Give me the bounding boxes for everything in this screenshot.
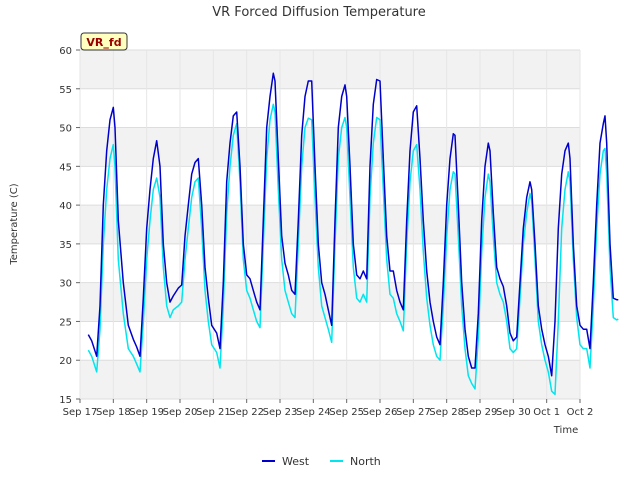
series-layer — [87, 72, 619, 396]
x-axis-label: Time — [553, 425, 578, 436]
x-tick-label: Oct 2 — [567, 407, 594, 418]
x-tick-label: Sep 30 — [496, 407, 531, 418]
station-badge-label: VR_fd — [86, 36, 121, 49]
x-tick-label: Sep 20 — [163, 407, 198, 418]
x-tick-label: Sep 18 — [96, 407, 131, 418]
y-tick-label: 30 — [59, 279, 72, 290]
x-tick-label: Sep 22 — [229, 407, 264, 418]
x-tick-label: Sep 26 — [363, 407, 398, 418]
x-tick-label: Sep 29 — [463, 407, 498, 418]
y-tick-label: 35 — [59, 240, 72, 251]
plot-background — [80, 50, 580, 399]
x-tick-label: Sep 25 — [329, 407, 364, 418]
series-line-west — [87, 72, 619, 377]
legend: West North — [262, 455, 381, 468]
y-tick-label: 55 — [59, 85, 72, 96]
plot-band — [80, 205, 580, 244]
legend-label-north: North — [350, 455, 381, 468]
y-tick-label: 25 — [59, 317, 72, 328]
x-tick-label: Sep 24 — [296, 407, 331, 418]
x-tick-label: Sep 21 — [196, 407, 231, 418]
legend-label-west: West — [282, 455, 310, 468]
station-badge-box — [80, 32, 128, 51]
y-axis: 15 20 25 30 35 40 45 50 55 60 — [59, 46, 80, 406]
x-tick-label: Oct 1 — [533, 407, 560, 418]
y-axis-label: Temperature (C) — [9, 183, 20, 265]
x-tick-label: Sep 28 — [429, 407, 464, 418]
y-tick-label: 60 — [59, 46, 72, 57]
grid-lines — [79, 49, 581, 400]
y-tick-label: 50 — [59, 124, 72, 135]
chart-title: VR Forced Diffusion Temperature — [212, 5, 426, 20]
y-tick-label: 45 — [59, 162, 72, 173]
x-tick-label: Sep 17 — [63, 407, 98, 418]
y-tick-label: 15 — [59, 395, 72, 406]
plot-band — [80, 360, 580, 399]
y-tick-label: 40 — [59, 201, 72, 212]
station-badge: VR_fd — [80, 32, 128, 51]
y-tick-label: 20 — [59, 356, 72, 367]
x-tick-label: Sep 19 — [129, 407, 164, 418]
plot-band — [80, 50, 580, 89]
series-line-north — [87, 103, 619, 396]
x-tick-label: Sep 23 — [263, 407, 298, 418]
plot-band — [80, 127, 580, 167]
x-tick-label: Sep 27 — [396, 407, 431, 418]
